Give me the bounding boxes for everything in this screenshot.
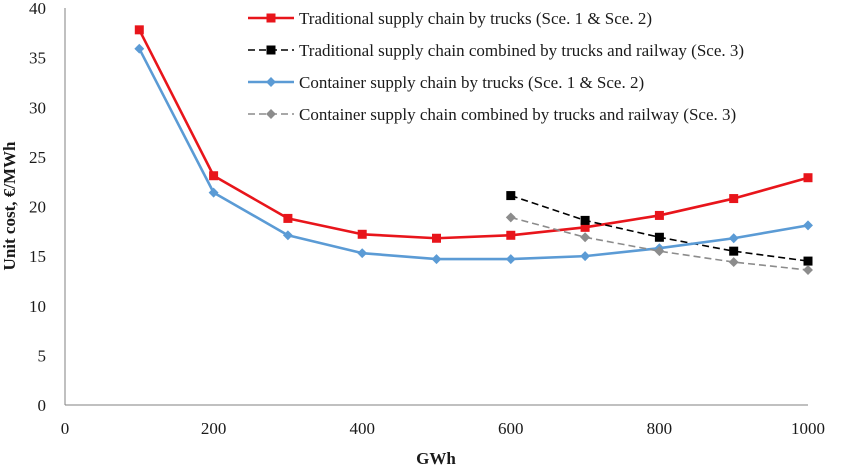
- series-4-point-marker: [728, 257, 739, 268]
- y-tick-labels: 0 5 10 15 20 25 30 35 40: [29, 0, 46, 415]
- x-tick-label: 800: [647, 419, 673, 438]
- x-tick-label: 0: [61, 419, 70, 438]
- series-1-point-marker: [357, 229, 367, 239]
- series-3-line: [138, 48, 809, 261]
- series-1: [134, 25, 813, 243]
- series-1-point-marker: [209, 171, 219, 181]
- legend-3-marker: [266, 77, 276, 87]
- y-tick-label: 0: [38, 396, 47, 415]
- series-3-point-marker: [803, 220, 813, 231]
- series-layer: [134, 25, 813, 275]
- y-tick-label: 35: [29, 49, 46, 68]
- series-4-point-marker: [505, 212, 516, 223]
- series-3-point-marker: [282, 230, 293, 241]
- y-tick-label: 25: [29, 148, 46, 167]
- x-tick-label: 200: [201, 419, 227, 438]
- legend-2-marker: [266, 45, 276, 55]
- y-tick-label: 30: [29, 98, 46, 117]
- series-2-point-marker: [580, 215, 590, 225]
- y-tick-label: 40: [29, 0, 46, 18]
- series-3-point-marker: [134, 43, 145, 54]
- series-2-point-marker: [729, 246, 739, 256]
- series-2-point-marker: [506, 191, 516, 201]
- series-2: [506, 191, 813, 266]
- series-1-line: [138, 29, 809, 240]
- legend-entry-4: Container supply chain combined by truck…: [248, 105, 736, 124]
- series-3-point-marker: [728, 233, 739, 244]
- series-1-point-marker: [283, 213, 293, 223]
- x-tick-label: 1000: [791, 419, 825, 438]
- series-3-point-marker: [505, 254, 516, 265]
- series-4-point-marker: [803, 265, 813, 275]
- series-3-point-marker: [208, 187, 219, 198]
- legend-label-4: Container supply chain combined by truck…: [299, 105, 736, 124]
- series-3-point-marker: [357, 248, 368, 259]
- legend-1-marker: [266, 13, 276, 23]
- series-1-point-marker: [134, 25, 144, 35]
- x-tick-labels: 0 200 400 600 800 1000: [61, 419, 825, 438]
- x-tick-label: 400: [349, 419, 375, 438]
- legend-4-marker: [266, 109, 276, 119]
- legend-label-1: Traditional supply chain by trucks (Sce.…: [299, 9, 652, 28]
- series-3-point-marker: [580, 251, 591, 262]
- legend-label-3: Container supply chain by trucks (Sce. 1…: [299, 73, 644, 92]
- legend: Traditional supply chain by trucks (Sce.…: [248, 9, 744, 124]
- series-4-point-marker: [580, 232, 591, 243]
- series-3-point-marker: [431, 254, 442, 265]
- legend-entry-3: Container supply chain by trucks (Sce. 1…: [248, 73, 644, 92]
- series-1-point-marker: [654, 210, 664, 220]
- series-1-point-marker: [432, 233, 441, 243]
- y-axis-title: Unit cost, €/MWh: [0, 141, 19, 270]
- series-1-point-marker: [803, 173, 813, 183]
- legend-entry-1: Traditional supply chain by trucks (Sce.…: [248, 9, 652, 28]
- legend-entry-2: Traditional supply chain combined by tru…: [248, 41, 744, 60]
- x-tick-label: 600: [498, 419, 524, 438]
- series-4: [505, 212, 813, 275]
- y-tick-label: 5: [38, 346, 47, 365]
- x-axis-title: GWh: [416, 449, 456, 468]
- y-tick-label: 10: [29, 297, 46, 316]
- y-tick-label: 20: [29, 198, 46, 217]
- axes: [64, 8, 808, 406]
- series-4-point-marker: [654, 246, 665, 257]
- series-1-point-marker: [729, 194, 739, 204]
- series-2-point-marker: [654, 232, 664, 242]
- legend-label-2: Traditional supply chain combined by tru…: [299, 41, 744, 60]
- y-tick-label: 15: [29, 247, 46, 266]
- series-3: [134, 43, 813, 265]
- series-2-point-marker: [803, 256, 813, 266]
- series-1-point-marker: [580, 222, 590, 232]
- series-1-point-marker: [506, 230, 516, 240]
